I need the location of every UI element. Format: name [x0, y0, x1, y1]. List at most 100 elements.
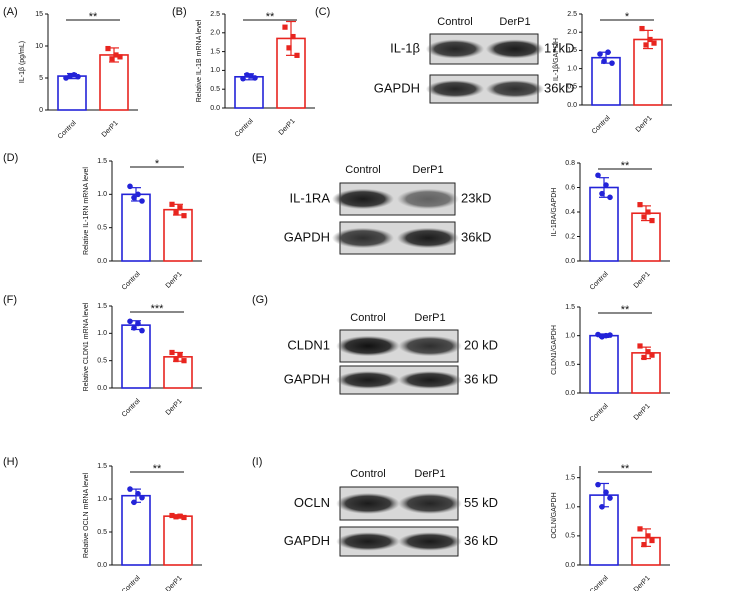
- y-tick-label: 0.5: [565, 533, 575, 540]
- bar: [99, 54, 129, 111]
- data-point: [135, 191, 141, 198]
- panel-label: (E): [252, 152, 267, 164]
- protein-label: GAPDH: [284, 229, 330, 244]
- significance-label: **: [621, 304, 630, 316]
- data-point: [177, 352, 183, 358]
- data-point: [181, 514, 187, 521]
- y-tick-label: 0.0: [565, 258, 575, 265]
- y-tick-label: 1.0: [565, 333, 575, 340]
- x-tick-label: Control: [121, 397, 142, 418]
- y-axis-label: CLDN1/GAPDH: [551, 325, 558, 375]
- data-point: [127, 183, 133, 190]
- y-tick-label: 0.5: [97, 358, 107, 365]
- significance-label: *: [625, 11, 630, 23]
- panel-label: (C): [315, 6, 330, 18]
- panel-label: (G): [252, 294, 268, 306]
- lane-label: Control: [350, 468, 385, 480]
- y-tick-label: 0.0: [210, 105, 220, 112]
- blot-band: [396, 227, 460, 249]
- protein-label: GAPDH: [284, 533, 330, 548]
- y-tick-label: 0.5: [210, 86, 220, 93]
- y-tick-label: 0.0: [97, 385, 107, 392]
- blot-band: [336, 335, 400, 357]
- bar: [633, 38, 663, 106]
- y-tick-label: 2.0: [210, 30, 220, 37]
- y-tick-label: 1.0: [210, 67, 220, 74]
- y-tick-label: 1.0: [567, 65, 577, 72]
- x-tick-label: Control: [121, 574, 142, 591]
- significance-label: **: [153, 463, 162, 475]
- data-point: [135, 320, 141, 327]
- y-tick-label: 0.2: [565, 233, 575, 240]
- size-label: 36kD: [544, 80, 574, 95]
- data-point: [647, 36, 653, 43]
- data-point: [127, 486, 133, 492]
- data-point: [135, 490, 141, 497]
- panel-label: (D): [3, 152, 18, 164]
- y-tick-label: 0: [39, 107, 43, 114]
- lane-label: DerP1: [414, 312, 445, 324]
- data-point: [181, 213, 187, 219]
- data-point: [169, 512, 175, 519]
- y-tick-label: 0.8: [565, 160, 575, 167]
- data-point: [603, 489, 609, 496]
- x-tick-label: DerP1: [165, 398, 184, 417]
- protein-label: GAPDH: [284, 371, 330, 386]
- blot-band: [336, 492, 400, 515]
- y-tick-label: 1.5: [97, 463, 107, 470]
- panel-label: (F): [3, 294, 17, 306]
- size-label: 36 kD: [464, 371, 498, 386]
- data-point: [173, 514, 179, 520]
- data-point: [181, 358, 187, 364]
- significance-label: **: [89, 11, 98, 23]
- x-tick-label: DerP1: [165, 575, 184, 591]
- bar: [589, 334, 619, 394]
- data-point: [645, 533, 651, 539]
- y-tick-label: 0.5: [97, 225, 107, 232]
- y-tick-label: 1.0: [97, 330, 107, 337]
- bar: [631, 212, 661, 262]
- data-point: [641, 354, 647, 361]
- y-tick-label: 2.5: [210, 11, 220, 18]
- lane-label: DerP1: [412, 164, 443, 176]
- bar: [591, 56, 621, 106]
- data-point: [649, 352, 655, 358]
- bar: [121, 494, 151, 566]
- data-point: [173, 356, 179, 363]
- data-point: [637, 202, 643, 208]
- y-tick-label: 10: [35, 43, 43, 50]
- significance-label: **: [621, 463, 630, 475]
- x-tick-label: Control: [589, 402, 610, 423]
- data-point: [286, 45, 292, 51]
- data-point: [595, 481, 601, 488]
- bar: [121, 193, 151, 262]
- size-label: 20 kD: [464, 337, 498, 352]
- data-point: [645, 209, 651, 215]
- bar: [163, 208, 193, 262]
- data-point: [169, 201, 175, 207]
- y-axis-label: Relative IL-1RN mRNA level: [83, 167, 90, 255]
- data-point: [127, 318, 133, 325]
- data-point: [637, 343, 643, 349]
- y-tick-label: 1.5: [565, 474, 575, 481]
- data-point: [649, 217, 655, 224]
- data-point: [643, 42, 649, 48]
- blot-band: [398, 492, 462, 515]
- significance-label: *: [155, 158, 160, 170]
- data-point: [240, 75, 246, 82]
- x-tick-label: Control: [57, 119, 78, 140]
- y-tick-label: 2.5: [567, 11, 577, 18]
- data-point: [639, 25, 645, 32]
- y-tick-label: 0.5: [567, 84, 577, 91]
- data-point: [177, 513, 183, 519]
- data-point: [131, 194, 137, 201]
- y-tick-label: 1.5: [567, 47, 577, 54]
- y-tick-label: 0.5: [97, 529, 107, 536]
- x-tick-label: DerP1: [278, 118, 297, 137]
- size-label: 23kD: [461, 190, 491, 205]
- lane-label: Control: [437, 16, 472, 28]
- protein-label: GAPDH: [374, 80, 420, 95]
- data-point: [607, 495, 613, 501]
- data-point: [609, 60, 615, 66]
- data-point: [169, 349, 175, 356]
